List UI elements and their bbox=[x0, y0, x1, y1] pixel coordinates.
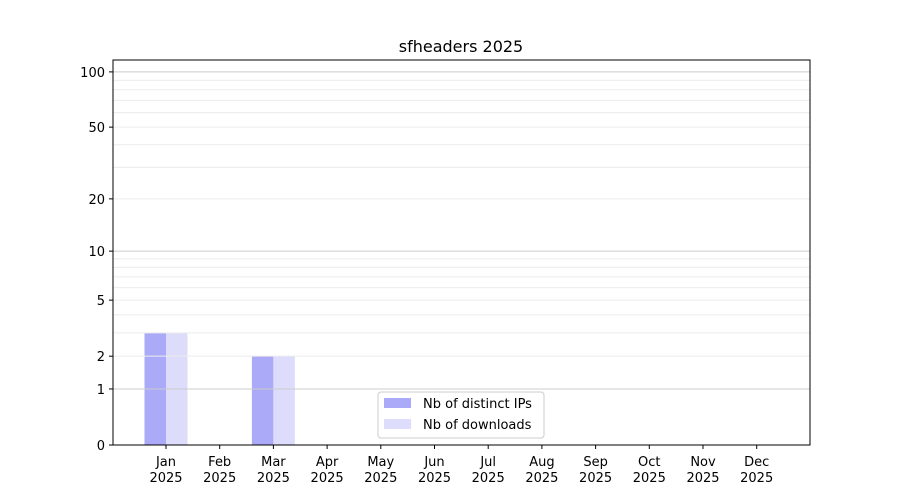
y-tick-label: 0 bbox=[97, 439, 105, 454]
x-tick-label: Feb 2025 bbox=[203, 455, 236, 486]
x-tick-label: Oct 2025 bbox=[633, 455, 666, 486]
x-tick-label: Jan 2025 bbox=[149, 455, 182, 486]
legend: Nb of distinct IPs Nb of downloads bbox=[377, 391, 545, 439]
y-tick-label: 20 bbox=[88, 193, 105, 208]
legend-label: Nb of downloads bbox=[423, 418, 532, 433]
legend-label: Nb of distinct IPs bbox=[423, 397, 532, 412]
y-tick-label: 1 bbox=[97, 383, 105, 398]
x-tick-label: Apr 2025 bbox=[311, 455, 344, 486]
x-tick-label: Jun 2025 bbox=[418, 455, 451, 486]
y-tick-label: 100 bbox=[80, 66, 105, 81]
y-tick-label: 10 bbox=[88, 245, 105, 260]
plot-frame bbox=[112, 59, 811, 446]
chart-title: sfheaders 2025 bbox=[399, 37, 523, 56]
y-tick-label: 50 bbox=[88, 121, 105, 136]
y-tick-label: 2 bbox=[97, 350, 105, 365]
x-tick-label: Dec 2025 bbox=[740, 455, 773, 486]
legend-swatch bbox=[384, 398, 411, 408]
x-tick-label: Aug 2025 bbox=[525, 455, 558, 486]
legend-box bbox=[377, 391, 545, 439]
bar-distinct-ips bbox=[251, 356, 274, 445]
x-tick-label: Nov 2025 bbox=[686, 455, 719, 486]
x-tick-label: Jul 2025 bbox=[472, 455, 505, 486]
legend-swatch bbox=[384, 419, 411, 429]
x-tick-label: Mar 2025 bbox=[257, 455, 290, 486]
x-tick-label: May 2025 bbox=[364, 455, 397, 486]
y-tick-label: 5 bbox=[97, 294, 105, 309]
bar-downloads bbox=[273, 356, 295, 445]
x-tick-label: Sep 2025 bbox=[579, 455, 612, 486]
